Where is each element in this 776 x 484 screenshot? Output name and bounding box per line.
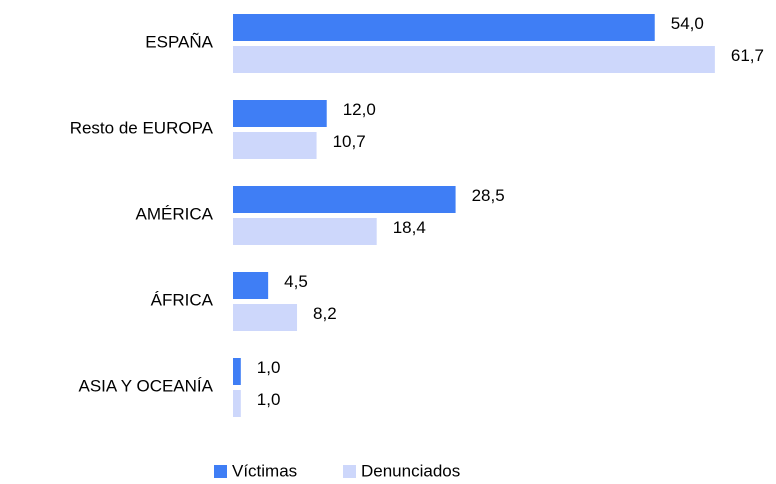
category-label: AMÉRICA [136,204,214,223]
value-label: 12,0 [343,100,376,119]
category-label: Resto de EUROPA [70,118,214,137]
bar [233,132,317,159]
category-label: ÁFRICA [151,290,214,309]
bar [233,272,269,299]
value-label: 8,2 [313,304,337,323]
value-label: 61,7 [731,46,764,65]
legend-label: Víctimas [232,461,297,480]
bar [233,14,655,41]
value-label: 10,7 [333,132,366,151]
value-label: 1,0 [257,358,281,377]
value-label: 4,5 [284,272,308,291]
bar [233,304,298,331]
category-label: ASIA Y OCEANÍA [79,376,214,395]
value-label: 18,4 [393,218,426,237]
legend-swatch [343,465,356,478]
legend-swatch [214,465,227,478]
bar [233,358,241,385]
category-label: ESPAÑA [145,32,213,51]
bar [233,186,456,213]
value-label: 54,0 [671,14,704,33]
value-label: 28,5 [472,186,505,205]
bar [233,390,241,417]
bar [233,100,327,127]
bar [233,218,377,245]
bar [233,46,715,73]
value-label: 1,0 [257,390,281,409]
legend-label: Denunciados [361,461,460,480]
